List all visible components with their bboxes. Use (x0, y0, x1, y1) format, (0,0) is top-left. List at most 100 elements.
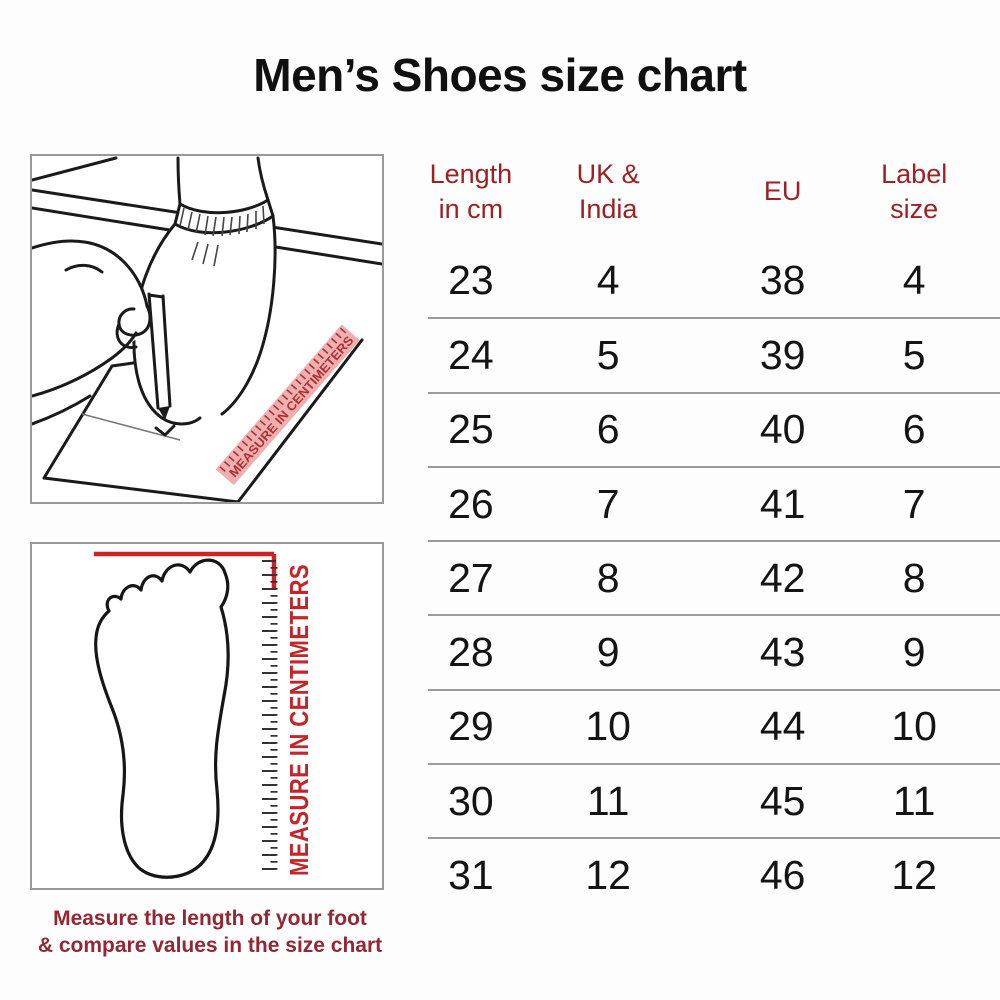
table-cell-length-cm: 26 (448, 480, 494, 527)
table-cell-eu: 43 (759, 629, 806, 676)
sock-cuff-bottom (173, 214, 275, 235)
table-cell-length-cm: 31 (448, 852, 494, 899)
header-cell-length-cm: Length in cm (428, 142, 514, 242)
table-cell-length-cm: 23 (448, 256, 494, 303)
table-cell-eu: 41 (759, 480, 806, 527)
row-spacer (966, 542, 1000, 614)
header-length-line1: Length (429, 158, 513, 189)
table-row: 24 5 39 5 (428, 317, 1000, 391)
table-cell-length-cm: 27 (448, 554, 494, 601)
table-cell-uk-india: 4 (596, 256, 620, 303)
caption-line-2: & compare values in the size chart (37, 933, 383, 957)
table-cell-eu: 40 (759, 406, 806, 453)
row-spacer (966, 616, 1000, 688)
page-title: Men’s Shoes size chart (253, 49, 747, 101)
hand-fill (32, 240, 149, 402)
foot-outline-path (94, 558, 230, 879)
table-cell-length-cm: 24 (448, 331, 494, 378)
row-spacer (966, 691, 1000, 763)
table-cell-length-cm: 29 (448, 703, 494, 750)
table-row: 26 7 41 7 (428, 465, 1000, 540)
pencil-body (147, 292, 172, 410)
sock-cuff-top (178, 198, 270, 215)
header-label-line2: size (890, 194, 939, 224)
table-cell-uk-india: 5 (596, 331, 620, 378)
table-row: 30 11 45 11 (428, 763, 1000, 837)
table-cell-label-size: 7 (902, 480, 926, 527)
measure-scene-box: MEASURE IN CENTIMETERS (30, 154, 384, 504)
foot-front-outline (132, 222, 202, 426)
header-eu-line1: EU (763, 176, 802, 207)
header-length-line2: in cm (438, 194, 504, 224)
header-label-line1: Label (881, 158, 948, 189)
ruler-band-strip (215, 324, 360, 486)
table-cell-eu: 45 (759, 777, 806, 824)
table-row: 31 12 46 12 (428, 837, 1000, 911)
sock-ribbing (179, 205, 265, 237)
row-spacer (966, 319, 1000, 391)
hand-top-outline (32, 239, 149, 308)
table-cell-label-size: 12 (891, 852, 937, 899)
table-cell-eu: 46 (759, 852, 806, 899)
table-row: 25 6 40 6 (428, 391, 1000, 466)
header-uk-line1: UK & (576, 158, 640, 189)
table-cell-label-size: 8 (902, 554, 926, 601)
sock-cuff-sides (173, 198, 275, 226)
table-cell-label-size: 10 (891, 703, 937, 750)
table-row: 28 9 43 9 (428, 614, 1000, 688)
caption: Measure the length of your foot & compar… (8, 906, 412, 960)
header-uk-line2: India (578, 194, 638, 224)
row-spacer (966, 243, 1000, 317)
table-cell-uk-india: 11 (586, 777, 630, 824)
background-corner-line (32, 156, 118, 182)
paper-sheet-fill (44, 340, 362, 502)
pencil-mark-arrow (154, 424, 176, 437)
table-cell-label-size: 4 (902, 256, 926, 303)
table-cell-eu: 39 (759, 331, 806, 378)
table-cell-uk-india: 10 (585, 703, 631, 750)
row-spacer (966, 765, 1000, 837)
table-cell-label-size: 6 (902, 406, 926, 453)
table-cell-eu: 42 (759, 554, 806, 601)
table-cell-label-size: 11 (892, 777, 936, 824)
table-cell-length-cm: 28 (448, 629, 494, 676)
header-cell-eu: EU (703, 142, 863, 242)
table-row: 29 10 44 10 (428, 688, 1000, 763)
foot-back-outline (220, 214, 277, 416)
pencil-tip (158, 406, 170, 420)
size-table-header: Length in cm UK & India EU Label size (428, 142, 1000, 242)
table-cell-eu: 44 (759, 703, 806, 750)
ankle-detail-lines (191, 241, 219, 267)
table-cell-uk-india: 8 (596, 554, 620, 601)
hand-bottom-outline (32, 394, 92, 426)
vertical-ruler-label: MEASURE IN CENTIMETERS (284, 564, 314, 876)
table-row: 23 4 38 4 (428, 243, 1000, 317)
knuckle-line (64, 263, 104, 274)
thumb-outline (32, 331, 138, 398)
foot-outline-box: MEASURE IN CENTIMETERS (30, 542, 384, 890)
caption-line-1: Measure the length of your foot (53, 907, 367, 930)
table-row: 27 8 42 8 (428, 540, 1000, 614)
table-cell-uk-india: 7 (596, 480, 620, 527)
foot-measuring-illustration: MEASURE IN CENTIMETERS (32, 156, 382, 502)
table-cell-length-cm: 30 (448, 777, 494, 824)
paper-sheet-edge-bottom (42, 338, 364, 502)
leg-edge-left (176, 156, 182, 206)
header-cell-label-size: Label size (863, 142, 966, 242)
table-cell-uk-india: 12 (585, 852, 631, 899)
leg-edge-right (256, 156, 270, 202)
middle-finger-curl (115, 322, 138, 349)
header-spacer (966, 142, 1000, 242)
table-cell-label-size: 5 (902, 331, 926, 378)
row-spacer (966, 839, 1000, 911)
table-cell-uk-india: 9 (596, 629, 620, 676)
table-cell-label-size: 9 (902, 629, 926, 676)
size-table-body: 23 4 38 4 24 5 39 5 25 6 40 6 26 7 41 7 … (428, 243, 1000, 912)
row-spacer (966, 468, 1000, 540)
table-cell-uk-india: 6 (596, 406, 620, 453)
table-cell-eu: 38 (759, 256, 806, 303)
foot-outline-illustration: MEASURE IN CENTIMETERS (94, 551, 314, 879)
row-spacer (966, 394, 1000, 466)
table-cell-length-cm: 25 (448, 406, 494, 453)
header-cell-uk-india: UK & India (514, 142, 703, 242)
